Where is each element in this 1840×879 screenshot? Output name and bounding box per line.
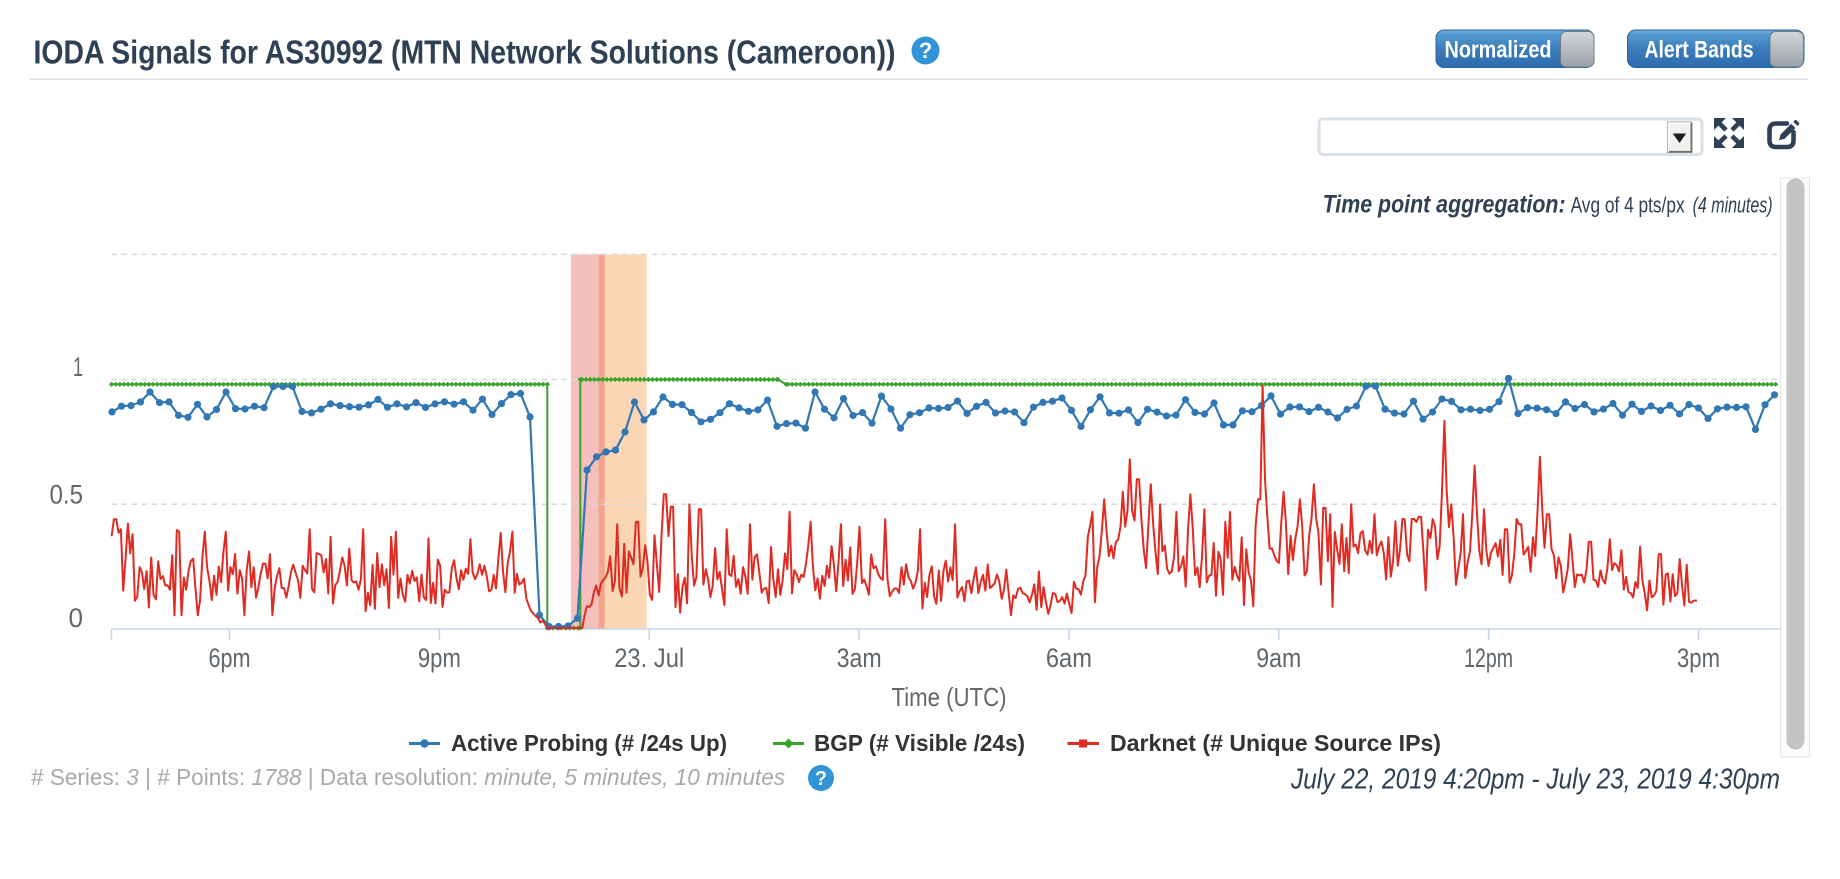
- svg-text:3pm: 3pm: [1677, 643, 1720, 673]
- svg-text:Alert Bands: Alert Bands: [1645, 37, 1754, 64]
- svg-text:Time point aggregation:: Time point aggregation:: [1323, 191, 1566, 219]
- svg-text:1788: 1788: [251, 764, 301, 790]
- svg-text:12pm: 12pm: [1464, 643, 1513, 673]
- svg-text:9am: 9am: [1256, 643, 1301, 673]
- svg-text:IODA Signals for AS30992 (MTN: IODA Signals for AS30992 (MTN Network So…: [34, 34, 896, 71]
- svg-text:Active Probing (# /24s Up): Active Probing (# /24s Up): [451, 730, 727, 756]
- svg-text:9pm: 9pm: [418, 643, 461, 673]
- svg-text:23. Jul: 23. Jul: [614, 643, 684, 673]
- svg-text:1: 1: [73, 352, 83, 382]
- svg-text:6am: 6am: [1046, 643, 1092, 673]
- svg-text:(4 minutes): (4 minutes): [1693, 193, 1773, 218]
- svg-text:# Series:: # Series:: [31, 764, 126, 790]
- svg-text:3am: 3am: [837, 643, 882, 673]
- svg-text:minute, 5 minutes, 10 minutes: minute, 5 minutes, 10 minutes: [484, 764, 785, 790]
- svg-text:3: 3: [126, 764, 139, 790]
- svg-text:?: ?: [919, 38, 932, 63]
- svg-text:BGP (# Visible /24s): BGP (# Visible /24s): [814, 730, 1025, 756]
- svg-text:| Data resolution:: | Data resolution:: [302, 764, 485, 790]
- svg-text:July 22, 2019 4:20pm - July 23: July 22, 2019 4:20pm - July 23, 2019 4:3…: [1290, 764, 1780, 796]
- svg-text:0.5: 0.5: [50, 480, 84, 510]
- svg-text:?: ?: [815, 768, 827, 790]
- svg-text:6pm: 6pm: [209, 643, 251, 673]
- svg-text:0: 0: [69, 603, 84, 633]
- svg-text:Darknet (# Unique Source IPs): Darknet (# Unique Source IPs): [1110, 730, 1441, 756]
- svg-text:Normalized: Normalized: [1445, 37, 1552, 64]
- svg-text:| # Points:: | # Points:: [139, 764, 252, 790]
- svg-text:Time (UTC): Time (UTC): [892, 682, 1007, 712]
- svg-text:Avg of 4 pts/px: Avg of 4 pts/px: [1571, 193, 1685, 218]
